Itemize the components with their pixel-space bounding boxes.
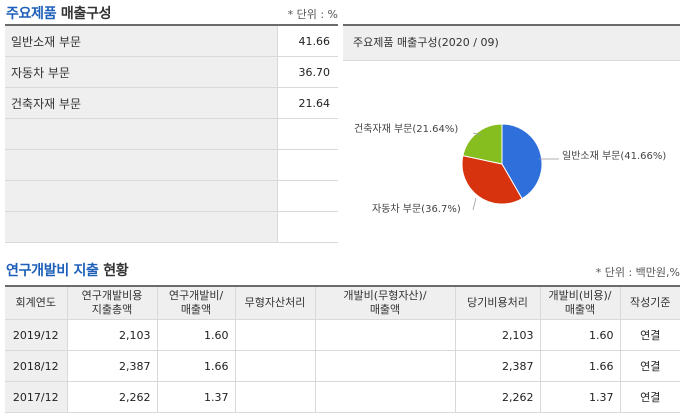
pie-slice[interactable] [462, 123, 503, 165]
product-value-empty [277, 149, 338, 181]
pie-label-connector [472, 132, 482, 136]
rd-year-cell: 2018/12 [5, 350, 68, 382]
chart-title: 주요제품 매출구성(2020 / 09) [343, 26, 680, 61]
rd-expense-ratio-cell: 1.66 [540, 350, 621, 382]
product-value-empty [277, 118, 338, 150]
product-row: 자동차 부문 36.70 [5, 56, 338, 88]
product-value-empty [277, 180, 338, 212]
rd-column-header: 개발비(비용)/매출액 [540, 286, 621, 320]
rd-intangible-ratio-cell [315, 350, 456, 382]
product-title-sub: 매출구성 [56, 6, 112, 22]
product-name: 건축자재 부문 [5, 87, 278, 119]
rd-expense-cell: 2,262 [455, 381, 541, 413]
rd-intangible-ratio-cell [315, 319, 456, 351]
rd-intangible-cell [235, 319, 316, 351]
product-row-empty [5, 180, 338, 212]
pie-label-connector [472, 197, 477, 211]
chart-panel: 주요제품 매출구성(2020 / 09) 일반소재 부문(41.66%) 자동차 … [343, 24, 680, 243]
product-value-empty [277, 211, 338, 243]
rd-total-cell: 2,262 [67, 381, 158, 413]
rd-ratio-cell: 1.60 [157, 319, 236, 351]
rd-year-cell: 2017/12 [5, 381, 68, 413]
rd-column-header: 무형자산처리 [235, 286, 316, 320]
rd-intangible-cell [235, 350, 316, 382]
product-name-empty [5, 180, 278, 212]
rd-column-header: 연구개발비용 지출총액 [67, 286, 158, 320]
pie-slice[interactable] [461, 155, 523, 205]
product-name: 일반소재 부문 [5, 25, 278, 57]
product-share-value: 36.70 [277, 56, 338, 88]
product-section-title: 주요제품 매출구성 [6, 3, 112, 23]
product-row: 건축자재 부문 21.64 [5, 87, 338, 119]
pie-chart: 일반소재 부문(41.66%) 자동차 부문(36.7%) 건축자재 부문(21.6… [354, 123, 666, 215]
rd-title-main: 연구개발비 지출 [6, 263, 99, 279]
rd-expense-cell: 2,387 [455, 350, 541, 382]
rd-expense-ratio-cell: 1.37 [540, 381, 621, 413]
pie-slice[interactable] [501, 123, 543, 200]
rd-intangible-cell [235, 381, 316, 413]
rd-basis-cell: 연결 [620, 381, 680, 413]
product-name: 자동차 부문 [5, 56, 278, 88]
rd-title-sub: 현황 [98, 263, 129, 279]
rd-table-row: 2017/12 2,262 1.37 2,262 1.37 연결 [5, 381, 680, 413]
pie-slice-label: 일반소재 부문(41.66%) [562, 150, 666, 162]
rd-expense-ratio-cell: 1.60 [540, 319, 621, 351]
rd-column-header: 회계연도 [5, 286, 68, 320]
rd-table-row: 2018/12 2,387 1.66 2,387 1.66 연결 [5, 350, 680, 382]
rd-ratio-cell: 1.37 [157, 381, 236, 413]
product-unit-label: * 단위 : % [287, 8, 338, 21]
rd-section-title: 연구개발비 지출 현황 [6, 260, 129, 280]
product-row-empty [5, 118, 338, 150]
product-name-empty [5, 118, 278, 150]
rd-table: 회계연도 연구개발비용 지출총액 연구개발비/매출액 무형자산처리 개발비(무형자산)/매… [5, 285, 680, 413]
pie-slice-label: 자동차 부문(36.7%) [372, 203, 461, 215]
rd-total-cell: 2,103 [67, 319, 158, 351]
pie-slice-label: 건축자재 부문(21.64%) [354, 123, 458, 135]
rd-intangible-ratio-cell [315, 381, 456, 413]
product-share-value: 41.66 [277, 25, 338, 57]
rd-unit-label: * 단위 : 백만원,% [595, 266, 680, 279]
product-row: 일반소재 부문 41.66 [5, 25, 338, 57]
product-share-value: 21.64 [277, 87, 338, 119]
rd-table-row: 2019/12 2,103 1.60 2,103 1.60 연결 [5, 319, 680, 351]
product-name-empty [5, 211, 278, 243]
rd-ratio-cell: 1.66 [157, 350, 236, 382]
product-row-empty [5, 211, 338, 243]
product-name-empty [5, 149, 278, 181]
rd-column-header: 연구개발비/매출액 [157, 286, 236, 320]
rd-basis-cell: 연결 [620, 319, 680, 351]
rd-total-cell: 2,387 [67, 350, 158, 382]
rd-year-cell: 2019/12 [5, 319, 68, 351]
rd-column-header: 작성기준 [620, 286, 680, 320]
product-table: 일반소재 부문 41.66 자동차 부문 36.70 건축자재 부문 21.64 [5, 24, 338, 243]
rd-expense-cell: 2,103 [455, 319, 541, 351]
product-title-main: 주요제품 [6, 6, 57, 22]
rd-column-header: 당기비용처리 [455, 286, 541, 320]
product-row-empty [5, 149, 338, 181]
rd-column-header: 개발비(무형자산)/매출액 [315, 286, 456, 320]
rd-basis-cell: 연결 [620, 350, 680, 382]
